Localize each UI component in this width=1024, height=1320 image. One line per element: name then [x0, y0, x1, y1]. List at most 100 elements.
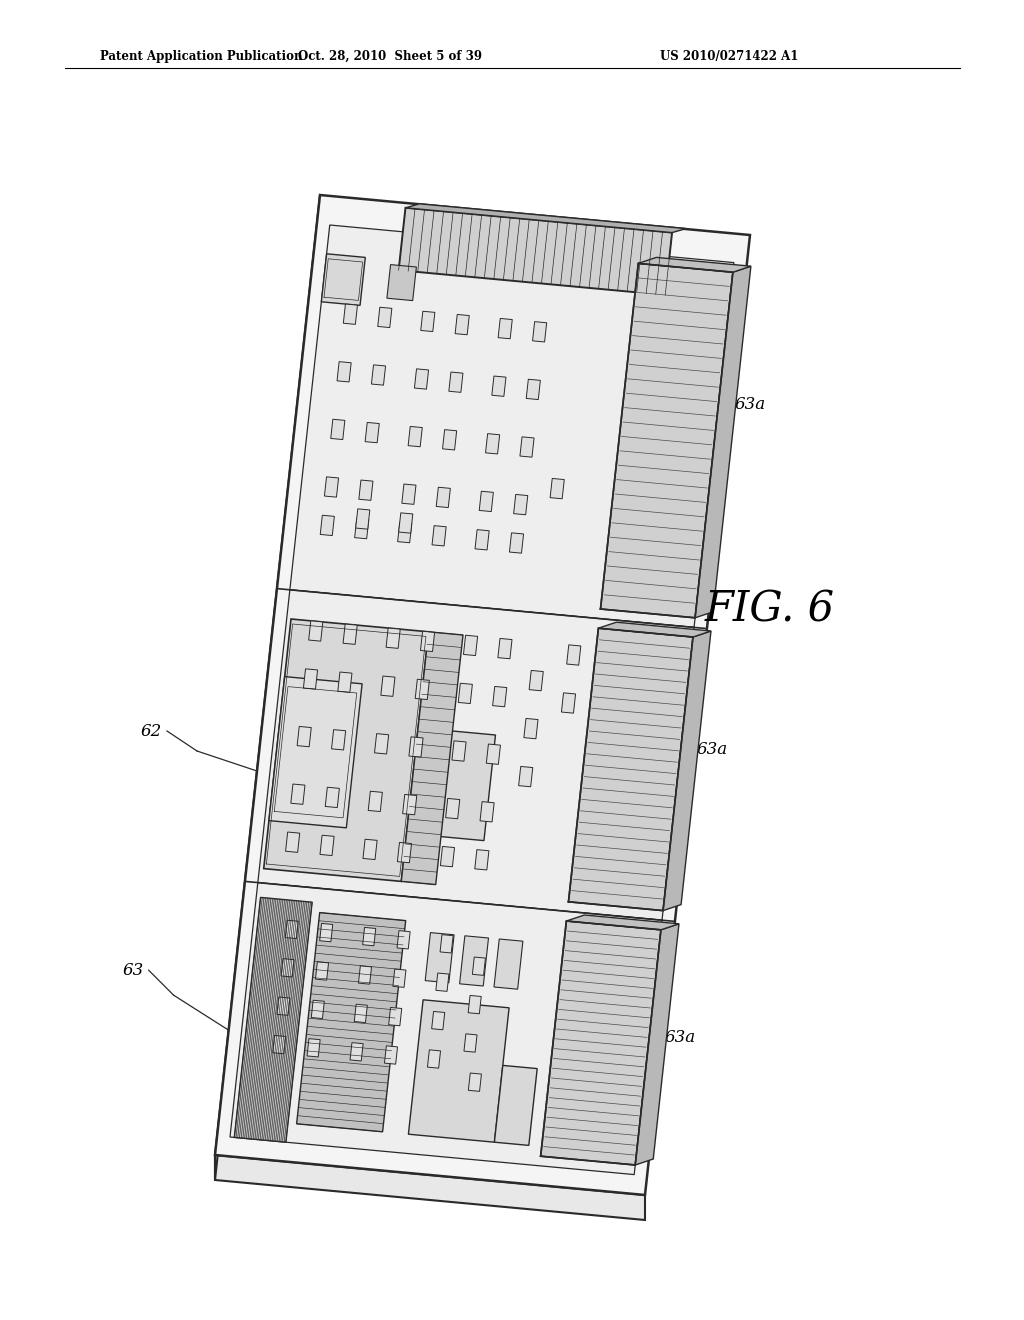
Polygon shape	[354, 1005, 368, 1023]
Polygon shape	[387, 264, 417, 301]
Polygon shape	[331, 420, 345, 440]
Polygon shape	[264, 619, 429, 882]
Polygon shape	[369, 791, 382, 812]
Polygon shape	[291, 784, 305, 804]
Polygon shape	[514, 495, 527, 515]
Polygon shape	[409, 737, 423, 758]
Polygon shape	[393, 969, 406, 987]
Polygon shape	[464, 1034, 477, 1052]
Polygon shape	[493, 686, 507, 706]
Polygon shape	[541, 921, 660, 1166]
Polygon shape	[362, 928, 376, 945]
Polygon shape	[436, 487, 451, 508]
Polygon shape	[468, 995, 481, 1014]
Polygon shape	[381, 676, 395, 697]
Polygon shape	[645, 289, 675, 325]
Polygon shape	[452, 741, 466, 762]
Polygon shape	[518, 767, 532, 787]
Polygon shape	[568, 628, 693, 911]
Polygon shape	[311, 1001, 325, 1019]
Polygon shape	[526, 379, 541, 400]
Polygon shape	[480, 801, 495, 822]
Polygon shape	[409, 999, 509, 1142]
Polygon shape	[303, 669, 317, 689]
Polygon shape	[322, 253, 366, 305]
Polygon shape	[432, 1011, 444, 1030]
Polygon shape	[498, 639, 512, 659]
Polygon shape	[468, 1073, 481, 1092]
Polygon shape	[460, 936, 488, 986]
Polygon shape	[486, 744, 501, 764]
Polygon shape	[411, 729, 496, 841]
Text: 63a: 63a	[665, 1030, 696, 1047]
Polygon shape	[343, 304, 357, 325]
Polygon shape	[635, 924, 679, 1166]
Polygon shape	[475, 529, 489, 550]
Polygon shape	[638, 257, 751, 272]
Polygon shape	[325, 477, 339, 498]
Polygon shape	[421, 631, 434, 652]
Polygon shape	[378, 308, 392, 327]
Polygon shape	[375, 734, 389, 754]
Polygon shape	[492, 376, 506, 396]
Polygon shape	[495, 1065, 538, 1146]
Polygon shape	[355, 508, 370, 529]
Polygon shape	[566, 915, 679, 929]
Text: 62: 62	[140, 722, 162, 739]
Text: 63a: 63a	[696, 742, 728, 759]
Polygon shape	[362, 840, 377, 859]
Polygon shape	[445, 799, 460, 818]
Polygon shape	[372, 364, 386, 385]
Polygon shape	[472, 957, 485, 975]
Polygon shape	[215, 195, 750, 1195]
Polygon shape	[600, 264, 733, 618]
Polygon shape	[272, 1035, 286, 1053]
Polygon shape	[401, 484, 416, 504]
Polygon shape	[406, 203, 686, 232]
Polygon shape	[290, 224, 734, 627]
Polygon shape	[566, 645, 581, 665]
Polygon shape	[386, 628, 400, 648]
Polygon shape	[319, 924, 333, 941]
Text: Patent Application Publication: Patent Application Publication	[100, 50, 302, 63]
Text: US 2010/0271422 A1: US 2010/0271422 A1	[660, 50, 799, 63]
Polygon shape	[475, 850, 488, 870]
Polygon shape	[397, 931, 411, 949]
Polygon shape	[561, 693, 575, 713]
Polygon shape	[409, 426, 422, 446]
Polygon shape	[485, 434, 500, 454]
Polygon shape	[397, 842, 412, 863]
Polygon shape	[415, 368, 429, 389]
Polygon shape	[455, 314, 469, 335]
Polygon shape	[520, 437, 535, 457]
Polygon shape	[550, 478, 564, 499]
Polygon shape	[343, 624, 357, 644]
Polygon shape	[524, 718, 538, 739]
Polygon shape	[425, 933, 454, 983]
Polygon shape	[494, 939, 523, 989]
Polygon shape	[258, 590, 694, 920]
Polygon shape	[358, 966, 372, 985]
Polygon shape	[276, 997, 290, 1015]
Polygon shape	[297, 912, 406, 1131]
Polygon shape	[281, 958, 294, 977]
Polygon shape	[398, 513, 413, 533]
Polygon shape	[269, 677, 362, 828]
Polygon shape	[308, 620, 323, 642]
Polygon shape	[286, 920, 298, 939]
Polygon shape	[442, 429, 457, 450]
Polygon shape	[337, 362, 351, 381]
Text: 63: 63	[123, 962, 143, 978]
Polygon shape	[695, 267, 751, 618]
Polygon shape	[427, 1049, 440, 1068]
Polygon shape	[449, 372, 463, 392]
Polygon shape	[389, 1007, 401, 1026]
Polygon shape	[458, 684, 472, 704]
Polygon shape	[440, 935, 454, 953]
Polygon shape	[350, 1043, 364, 1061]
Polygon shape	[415, 680, 429, 700]
Polygon shape	[338, 672, 352, 693]
Text: 63a: 63a	[734, 396, 765, 413]
Polygon shape	[321, 515, 335, 536]
Polygon shape	[234, 898, 312, 1142]
